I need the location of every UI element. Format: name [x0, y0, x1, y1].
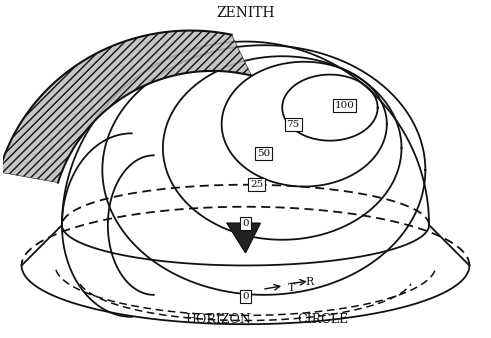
Text: T: T: [288, 283, 295, 292]
Text: 25: 25: [250, 180, 263, 189]
Text: ZENITH: ZENITH: [216, 5, 275, 20]
Text: 100: 100: [335, 101, 355, 110]
Polygon shape: [0, 30, 251, 183]
Text: 0: 0: [242, 219, 249, 228]
Text: 0: 0: [242, 292, 249, 301]
Text: HORIZON: HORIZON: [185, 313, 251, 326]
Polygon shape: [227, 223, 260, 252]
Text: CIRCLE: CIRCLE: [297, 313, 348, 326]
Text: 50: 50: [257, 149, 271, 158]
Text: 75: 75: [287, 120, 300, 129]
Text: R: R: [305, 277, 314, 287]
